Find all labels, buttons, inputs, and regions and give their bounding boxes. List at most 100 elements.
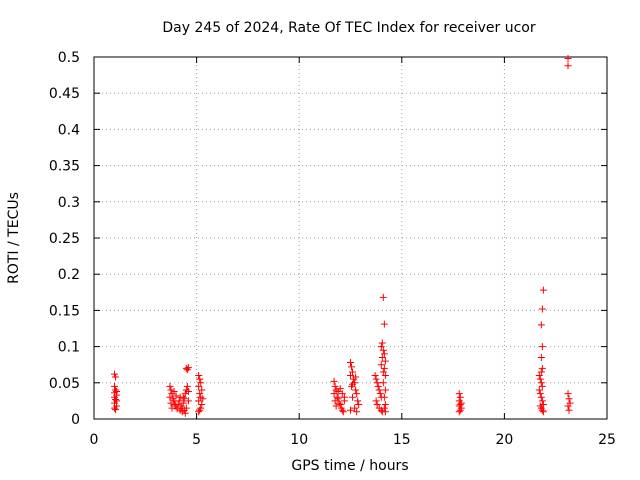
data-point [381,401,389,409]
data-point [333,393,341,401]
data-point [198,386,206,394]
data-point [111,382,119,390]
data-point [330,377,338,385]
data-point [372,397,380,405]
data-point [536,390,544,398]
y-tick-label: 0.1 [58,340,80,356]
data-point [332,402,340,410]
data-point [377,361,385,369]
data-point [338,390,346,398]
data-point [352,386,360,394]
data-point [537,321,545,329]
data-point [174,401,182,409]
data-point [373,379,381,387]
data-point [538,382,546,390]
data-point [376,390,384,398]
data-point [182,404,190,412]
data-point [564,390,572,398]
data-point [334,387,342,395]
data-point [373,401,381,409]
data-point [112,373,120,381]
data-point [538,397,546,405]
data-point [380,404,388,412]
data-point [539,286,547,294]
data-point [198,401,206,409]
data-point [379,346,387,354]
data-point [166,382,174,390]
data-point [539,408,547,416]
data-point [112,386,120,394]
data-point [352,373,360,381]
y-tick-label: 0.4 [58,122,80,138]
data-point [565,406,573,414]
data-point [184,387,192,395]
data-point [351,404,359,412]
data-point [170,387,178,395]
data-point [331,382,339,390]
data-point [536,375,544,383]
data-point [113,397,121,405]
data-point [535,372,543,380]
y-tick-label: 0.45 [49,86,80,102]
data-point [455,408,463,416]
data-point [354,397,362,405]
data-point [335,399,343,407]
x-tick-label: 20 [495,432,513,448]
data-point [181,409,189,417]
data-point [379,293,387,301]
data-point [330,390,338,398]
data-point [180,395,188,403]
data-point [168,404,176,412]
data-point [195,408,203,416]
data-point [353,408,361,416]
grid-lines [94,57,607,419]
y-tick-label: 0.15 [49,303,80,319]
data-point [195,397,203,405]
data-point [349,393,357,401]
data-point [172,392,180,400]
data-point [196,406,204,414]
data-point [349,380,357,388]
data-point [374,382,382,390]
data-points [111,54,574,417]
data-point [347,406,354,414]
data-point [112,395,120,403]
y-tick-label: 0 [71,412,80,428]
data-point [112,406,120,414]
data-point [377,343,385,351]
data-point [564,402,572,410]
data-point [455,390,463,398]
data-point [176,406,184,414]
data-point [338,406,346,414]
data-point [184,364,192,372]
data-point [535,386,543,394]
y-tick-label: 0.35 [49,159,80,175]
data-point [378,353,386,361]
data-point [355,401,363,409]
data-point [379,379,387,387]
y-axis-label: ROTI / TECUs [6,192,22,284]
data-point [336,401,344,409]
data-point [537,353,545,361]
data-point [173,405,181,413]
data-point [564,62,572,70]
data-point [166,393,174,401]
data-point [167,386,175,394]
data-point [381,386,389,394]
data-point [537,379,545,387]
data-point [111,370,119,378]
data-point [183,382,191,390]
data-point [167,399,175,407]
data-point [347,359,354,367]
y-tick-label: 0.5 [58,50,80,66]
data-point [538,343,546,351]
data-point [380,393,388,401]
data-point [195,372,203,380]
y-axis-ticks: 0 0.05 0.1 0.15 0.2 0.25 0.3 0.35 0.4 0.45 0.5 [49,50,607,428]
data-point [539,401,547,409]
x-tick-label: 0 [90,432,99,448]
data-point [380,364,388,372]
data-point [353,390,361,398]
data-point [379,368,387,376]
